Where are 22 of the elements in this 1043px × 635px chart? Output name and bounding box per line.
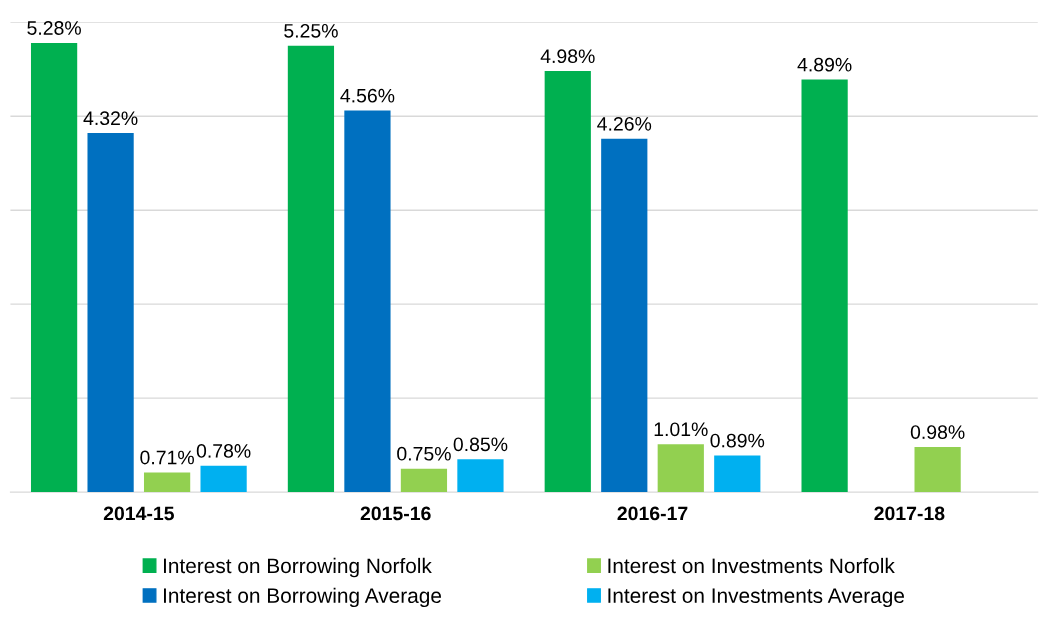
x-tick-label: 2017-18 [874,506,945,521]
data-label: 0.78% [196,444,251,458]
x-tick-label: 2015-16 [360,506,431,521]
data-label: 4.32% [83,111,138,126]
data-label: 0.89% [710,433,765,448]
x-tick-label: 2014-15 [103,506,174,521]
data-label: 1.01% [654,422,708,437]
data-label: 4.98% [540,49,595,64]
x-tick-label: 2016-17 [617,506,688,521]
data-label: 5.25% [284,23,338,38]
data-label: 0.98% [910,425,965,439]
data-label: 0.85% [453,437,508,452]
data-label: 4.56% [340,88,395,103]
data-label: 4.89% [797,57,852,72]
data-label: 0.71% [140,450,194,465]
legend-label: Interest on Investments Average [608,588,904,608]
legend-label: Interest on Borrowing Norfolk [163,557,432,578]
legend-label: Interest on Investments Norfolk [608,557,895,574]
data-label: 0.75% [397,446,451,461]
legend-label: Interest on Borrowing Average [163,587,442,608]
data-label: 5.28% [27,21,81,35]
data-label: 4.26% [597,116,652,131]
